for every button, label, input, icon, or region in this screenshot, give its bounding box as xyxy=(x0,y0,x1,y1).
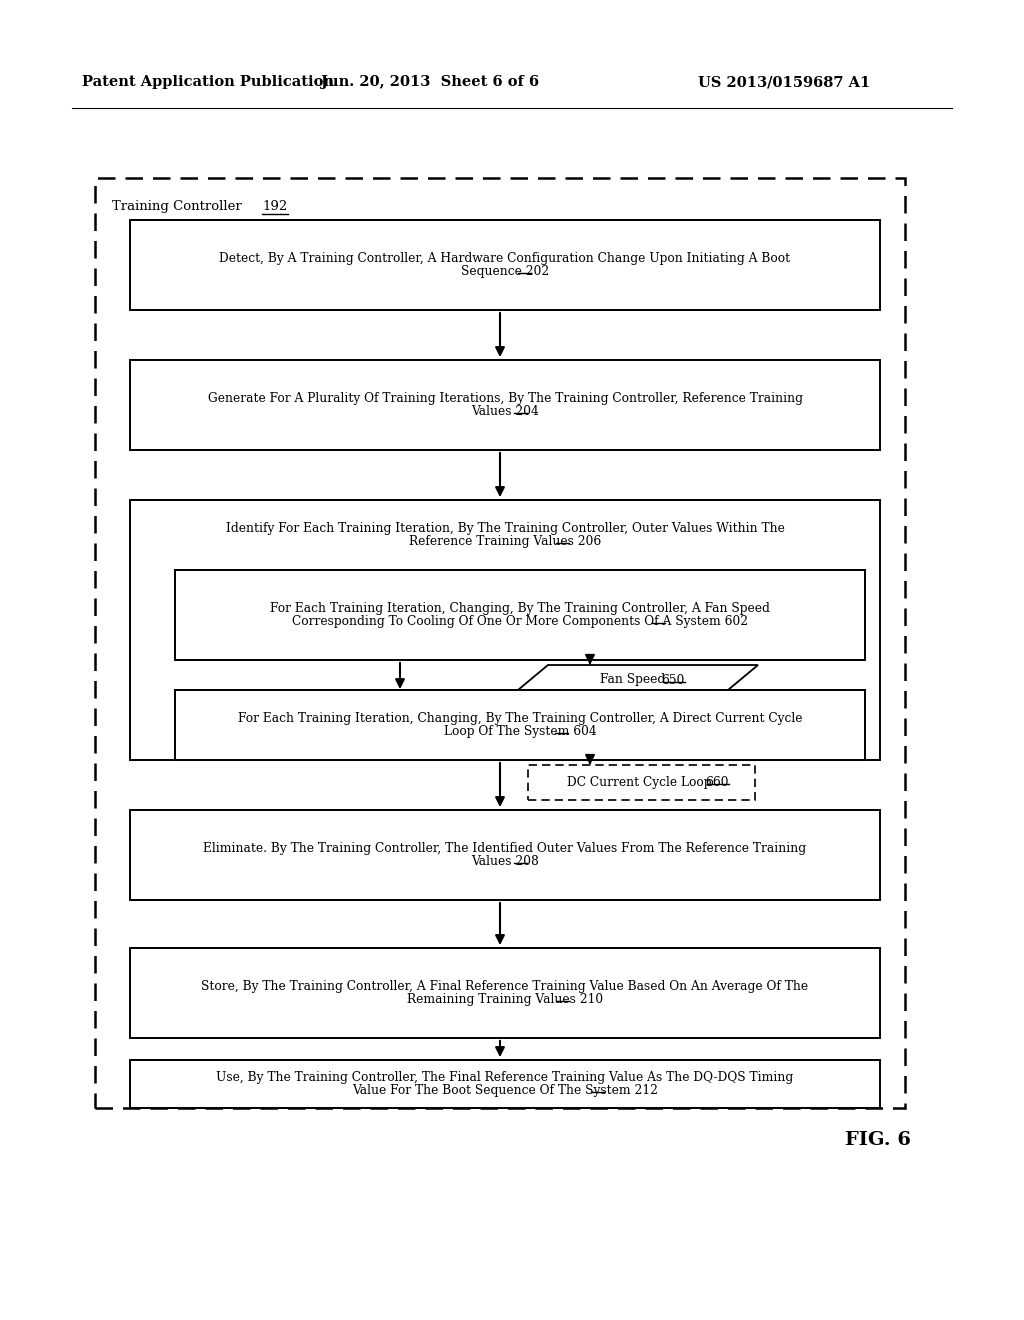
Text: 192: 192 xyxy=(262,201,288,213)
Text: FIG. 6: FIG. 6 xyxy=(845,1131,911,1148)
Text: Sequence 202: Sequence 202 xyxy=(461,265,549,279)
Bar xyxy=(175,570,865,660)
Text: Fan Speed: Fan Speed xyxy=(600,673,670,686)
Text: Eliminate. By The Training Controller, The Identified Outer Values From The Refe: Eliminate. By The Training Controller, T… xyxy=(204,842,807,855)
Bar xyxy=(130,810,880,900)
Text: Use, By The Training Controller, The Final Reference Training Value As The DQ-DQ: Use, By The Training Controller, The Fin… xyxy=(216,1071,794,1084)
Text: Values 204: Values 204 xyxy=(471,405,539,418)
Text: Identify For Each Training Iteration, By The Training Controller, Outer Values W: Identify For Each Training Iteration, By… xyxy=(225,521,784,535)
Text: Corresponding To Cooling Of One Or More Components Of A System 602: Corresponding To Cooling Of One Or More … xyxy=(292,615,749,628)
Bar xyxy=(130,220,880,310)
Text: Loop Of The System 604: Loop Of The System 604 xyxy=(443,725,596,738)
Polygon shape xyxy=(512,665,758,696)
Text: For Each Training Iteration, Changing, By The Training Controller, A Fan Speed: For Each Training Iteration, Changing, B… xyxy=(270,602,770,615)
Bar xyxy=(130,360,880,450)
Bar xyxy=(95,178,905,1107)
Text: 650: 650 xyxy=(662,673,685,686)
Text: Store, By The Training Controller, A Final Reference Training Value Based On An : Store, By The Training Controller, A Fin… xyxy=(202,979,809,993)
Text: US 2013/0159687 A1: US 2013/0159687 A1 xyxy=(697,75,870,88)
Text: Jun. 20, 2013  Sheet 6 of 6: Jun. 20, 2013 Sheet 6 of 6 xyxy=(321,75,539,88)
Bar xyxy=(528,766,755,800)
Bar xyxy=(130,1060,880,1107)
Text: Value For The Boot Sequence Of The System 212: Value For The Boot Sequence Of The Syste… xyxy=(352,1084,658,1097)
Text: Generate For A Plurality Of Training Iterations, By The Training Controller, Ref: Generate For A Plurality Of Training Ite… xyxy=(208,392,803,405)
Bar xyxy=(130,948,880,1038)
Text: Reference Training Values 206: Reference Training Values 206 xyxy=(409,535,601,548)
Bar xyxy=(130,500,880,760)
Text: For Each Training Iteration, Changing, By The Training Controller, A Direct Curr: For Each Training Iteration, Changing, B… xyxy=(238,711,802,725)
Bar xyxy=(175,690,865,760)
Text: Detect, By A Training Controller, A Hardware Configuration Change Upon Initiatin: Detect, By A Training Controller, A Hard… xyxy=(219,252,791,265)
Text: Remaining Training Values 210: Remaining Training Values 210 xyxy=(407,993,603,1006)
Text: Training Controller: Training Controller xyxy=(112,201,246,213)
Text: Values 208: Values 208 xyxy=(471,855,539,869)
Text: Patent Application Publication: Patent Application Publication xyxy=(82,75,334,88)
Text: DC Current Cycle Loop: DC Current Cycle Loop xyxy=(567,776,716,789)
Text: 660: 660 xyxy=(705,776,728,789)
